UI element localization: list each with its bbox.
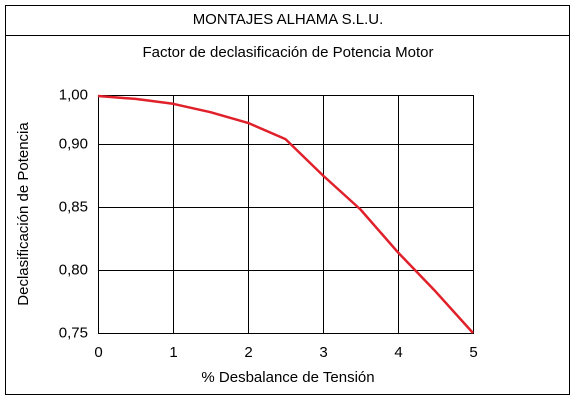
y-tick-label: 0,90 xyxy=(59,135,88,152)
y-tick-label: 1,00 xyxy=(59,86,88,103)
x-tick-label: 2 xyxy=(244,344,252,361)
frame xyxy=(5,5,570,395)
x-axis-label: % Desbalance de Tensión xyxy=(201,369,374,386)
plot-area xyxy=(98,95,474,334)
x-tick-label: 3 xyxy=(319,344,327,361)
data-line xyxy=(97,94,474,334)
x-tick-label: 1 xyxy=(169,344,177,361)
x-tick-label: 4 xyxy=(394,344,402,361)
x-tick-label: 5 xyxy=(469,344,477,361)
y-axis-label: Declasificación de Potencia xyxy=(15,122,32,306)
y-tick-label: 0,75 xyxy=(59,324,88,341)
header-title: MONTAJES ALHAMA S.L.U. xyxy=(193,11,384,28)
chart-title: Factor de declasificación de Potencia Mo… xyxy=(143,44,434,61)
y-tick-label: 0,80 xyxy=(59,261,88,278)
y-tick-label: 0,85 xyxy=(59,198,88,215)
x-tick-label: 0 xyxy=(94,344,102,361)
